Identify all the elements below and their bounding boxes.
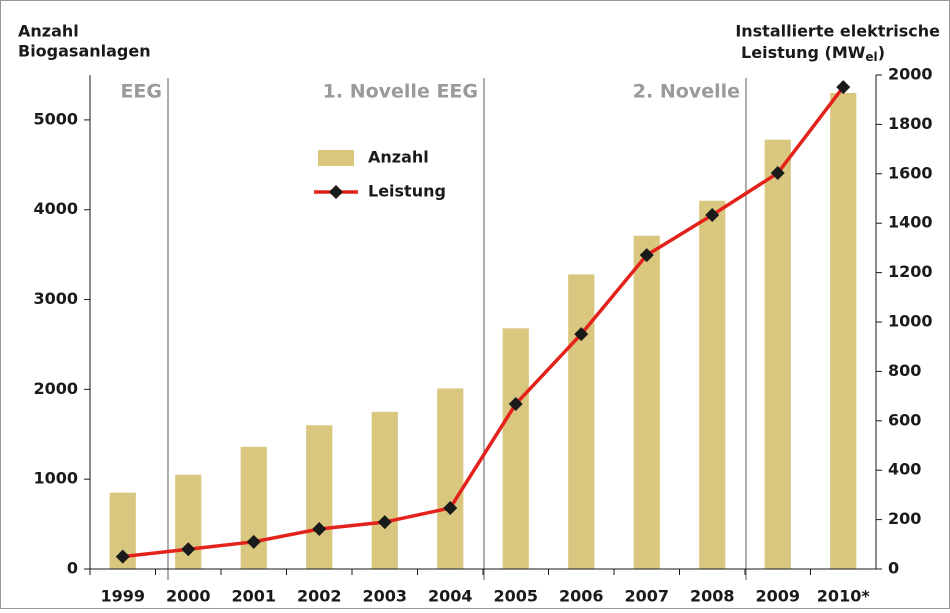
y2-tick-label: 800 <box>888 361 921 380</box>
legend-label: Leistung <box>368 182 446 201</box>
bar <box>764 139 791 569</box>
marker <box>836 80 851 95</box>
x-tick-label: 2009 <box>755 587 800 606</box>
marker <box>639 248 654 263</box>
marker <box>574 327 589 342</box>
line <box>122 86 845 559</box>
x-tick-label: 2008 <box>690 587 735 606</box>
annotation: 1. Novelle EEG <box>323 81 478 103</box>
marker <box>770 166 785 181</box>
x-tick-label: 2000 <box>166 587 211 606</box>
bar <box>568 274 595 569</box>
y-tick-label: 5000 <box>33 109 78 128</box>
marker <box>181 542 196 557</box>
legend-marker <box>329 185 343 199</box>
y-label: Anzahl <box>18 22 79 41</box>
y2-tick-label: 1200 <box>888 262 933 281</box>
bar <box>699 200 726 569</box>
x-tick-label: 2006 <box>559 587 604 606</box>
y2-label: Leistung (MWel) <box>741 43 885 64</box>
x-tick-label: 2005 <box>493 587 538 606</box>
bar <box>502 328 529 569</box>
y2-tick-label: 1600 <box>888 163 933 182</box>
y2-tick-label: 400 <box>888 460 921 479</box>
marker <box>312 521 327 536</box>
bar <box>371 411 398 569</box>
marker <box>115 549 130 564</box>
y-tick-label: 2000 <box>33 379 78 398</box>
marker <box>705 208 720 223</box>
y-tick-label: 3000 <box>33 289 78 308</box>
legend-label: Anzahl <box>368 148 429 167</box>
x-tick-label: 2003 <box>362 587 407 606</box>
marker <box>377 515 392 530</box>
legend-swatch <box>318 150 354 166</box>
bar <box>306 425 333 569</box>
bar <box>240 446 267 569</box>
marker <box>443 500 458 515</box>
annotation: 2. Novelle <box>633 81 740 103</box>
x-tick-label: 2001 <box>231 587 276 606</box>
bar <box>633 235 660 570</box>
bar <box>437 388 464 569</box>
y2-tick-label: 1800 <box>888 114 933 133</box>
x-tick-label: 2004 <box>428 587 473 606</box>
y2-tick-label: 200 <box>888 509 921 528</box>
y-label: Biogasanlagen <box>18 42 151 61</box>
y2-label: Installierte elektrische <box>735 22 940 41</box>
x-tick-label: 1999 <box>100 587 145 606</box>
y2-tick-label: 600 <box>888 410 921 429</box>
y2-tick-label: 1000 <box>888 312 933 331</box>
y-tick-label: 1000 <box>33 469 78 488</box>
x-tick-label: 2007 <box>624 587 669 606</box>
x-tick-label: 2002 <box>297 587 342 606</box>
x-tick-label: 2010* <box>817 587 871 606</box>
marker <box>508 397 523 412</box>
y2-tick-label: 1400 <box>888 213 933 232</box>
y2-tick-label: 2000 <box>888 65 933 84</box>
annotation: EEG <box>120 81 162 103</box>
marker <box>246 534 261 549</box>
bar <box>830 92 857 570</box>
y2-tick-label: 0 <box>888 559 899 578</box>
y-tick-label: 0 <box>67 559 78 578</box>
y-tick-label: 4000 <box>33 199 78 218</box>
